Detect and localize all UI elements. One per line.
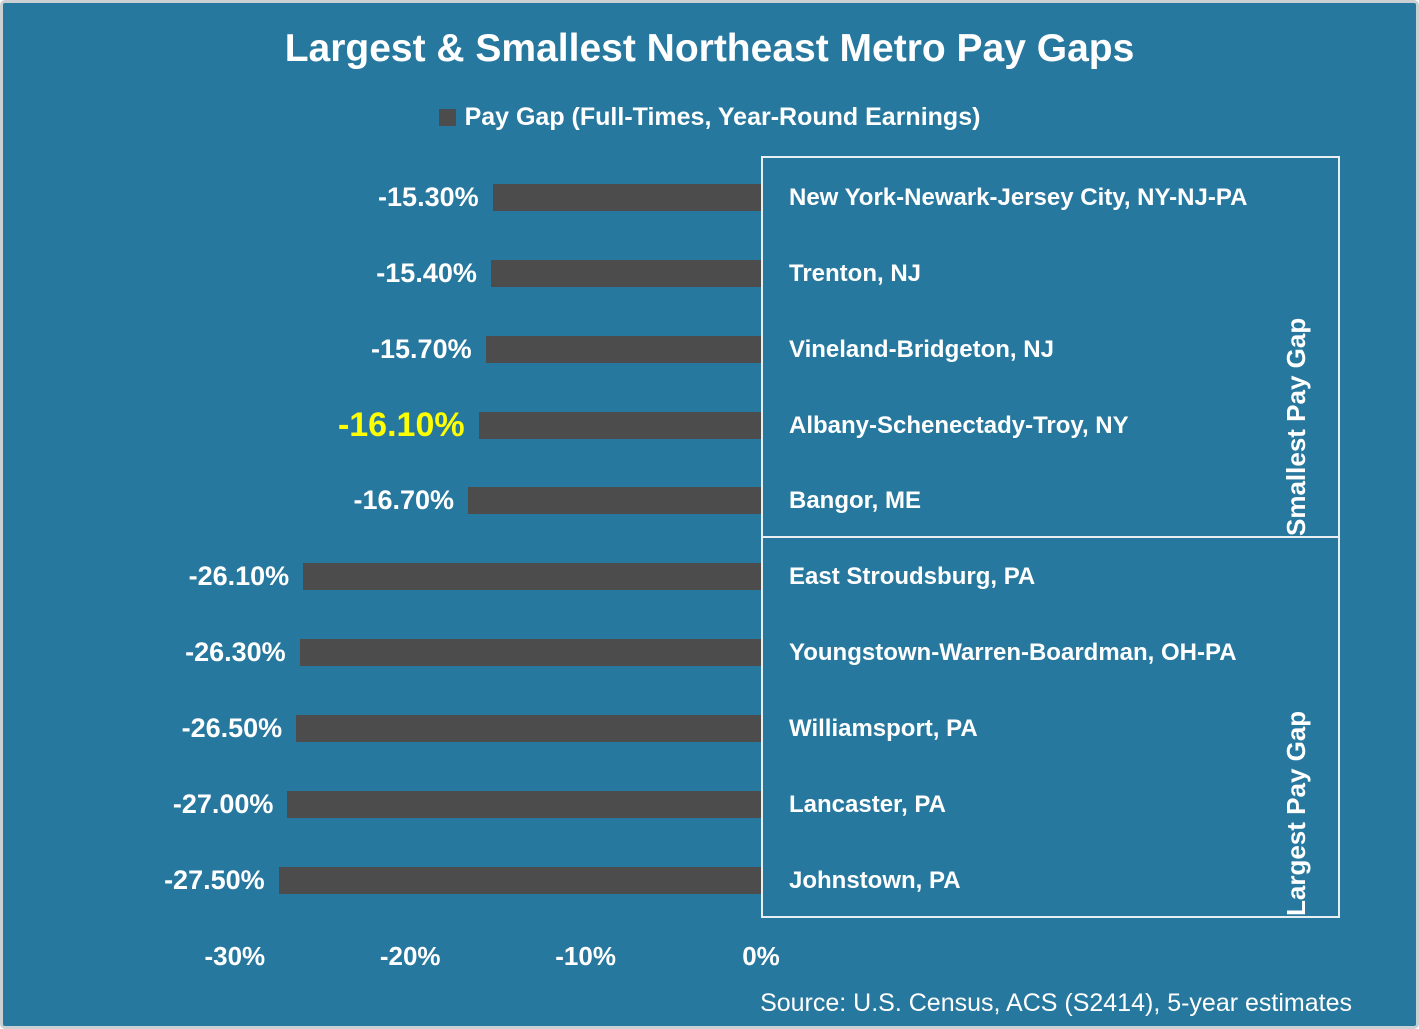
chart-title: Largest & Smallest Northeast Metro Pay G… xyxy=(284,27,1135,70)
pay-gap-bar xyxy=(468,487,761,515)
smallest-pay-gap-label: Smallest Pay Gap xyxy=(1281,317,1311,536)
pay-gap-bar xyxy=(492,184,761,211)
x-axis-tick-label: -10% xyxy=(555,941,616,971)
bar-value-label: -26.50% xyxy=(181,712,283,743)
x-axis-tick-label: 0% xyxy=(742,941,780,971)
bar-category-label: East Stroudsburg, PA xyxy=(789,563,1036,591)
bar-category-label: Johnstown, PA xyxy=(789,866,961,894)
x-axis-tick-label: -20% xyxy=(379,941,441,971)
bar-category-label: Trenton, NJ xyxy=(789,259,922,287)
bar-value-label: -27.00% xyxy=(172,788,274,819)
pay-gap-bar xyxy=(296,714,761,742)
pay-gap-bar xyxy=(303,563,761,591)
bar-value-label: -16.70% xyxy=(353,485,455,516)
bar-value-label: -15.40% xyxy=(376,257,477,288)
bar-category-label: Vineland-Bridgeton, NJ xyxy=(789,335,1054,363)
bar-category-label: Albany-Schenectady-Troy, NY xyxy=(789,411,1129,439)
bar-value-label: -15.70% xyxy=(371,333,472,364)
bar-value-label: -27.50% xyxy=(164,864,265,895)
bar-category-label: Youngstown-Warren-Boardman, OH-PA xyxy=(789,639,1237,667)
bar-value-label: -26.10% xyxy=(188,561,290,592)
bar-category-label: Williamsport, PA xyxy=(789,714,978,742)
smallest-pay-gap-box: Smallest Pay Gap xyxy=(761,156,1340,538)
bar-category-label: New York-Newark-Jersey City, NY-NJ-PA xyxy=(789,184,1248,211)
pay-gap-bar xyxy=(490,259,761,287)
legend: Pay Gap (Full-Times, Year-Round Earnings… xyxy=(3,103,1416,132)
bar-category-label: Bangor, ME xyxy=(789,487,922,515)
pay-gap-bar xyxy=(278,866,761,894)
bar-value-label: -26.30% xyxy=(185,637,286,668)
bar-value-label: -15.30% xyxy=(378,182,479,212)
bar-value-label: -16.10% xyxy=(337,406,465,445)
x-axis-tick-label: -30% xyxy=(204,941,266,971)
pay-gap-bar xyxy=(299,639,761,667)
legend-label: Pay Gap (Full-Times, Year-Round Earnings… xyxy=(464,103,981,131)
largest-pay-gap-label: Largest Pay Gap xyxy=(1281,710,1311,916)
pay-gap-bar xyxy=(485,335,761,363)
bar-category-label: Lancaster, PA xyxy=(789,790,946,818)
largest-pay-gap-box: Largest Pay Gap xyxy=(761,538,1340,918)
source-note: Source: U.S. Census, ACS (S2414), 5-year… xyxy=(760,989,1352,1017)
legend-swatch-icon xyxy=(438,109,456,126)
pay-gap-bar xyxy=(478,411,761,439)
plot-area: -15.30% New York-Newark-Jersey City, NY-N… xyxy=(3,3,1416,1026)
pay-gap-bar xyxy=(287,790,761,818)
